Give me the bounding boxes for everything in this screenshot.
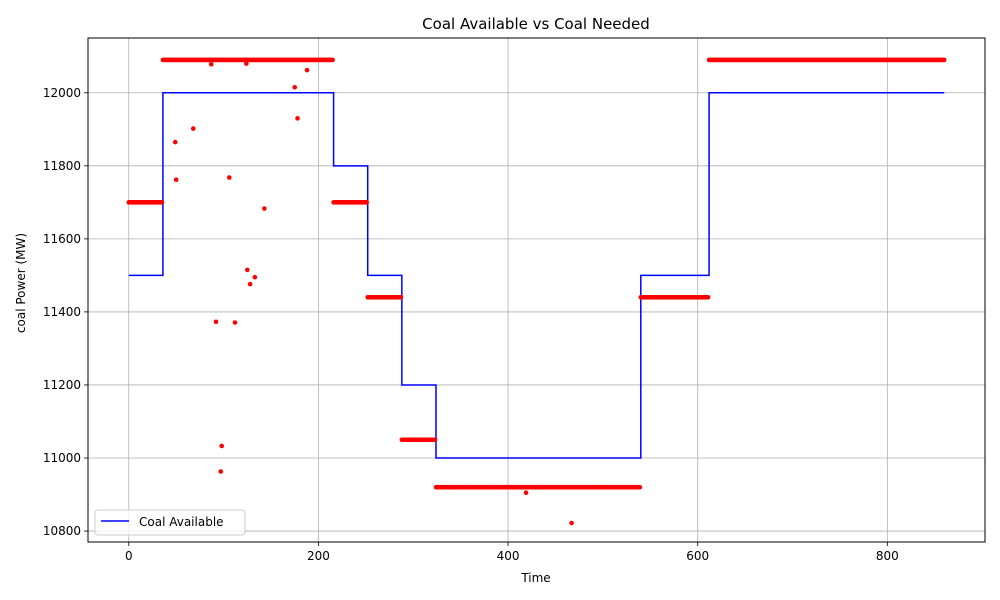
y-tick-label: 12000 [43, 86, 81, 100]
legend-label-coal-available: Coal Available [139, 515, 224, 529]
scatter-point [172, 139, 178, 145]
x-tick-label: 400 [497, 549, 520, 563]
scatter-point [173, 177, 179, 183]
scatter-point [398, 295, 404, 300]
y-axis-label: coal Power (MW) [14, 233, 28, 333]
scatter-point [262, 206, 267, 211]
legend: Coal Available [94, 509, 246, 536]
scatter-point [247, 281, 253, 287]
chart-title: Coal Available vs Coal Needed [422, 15, 650, 33]
series-line-coal-available [128, 92, 945, 459]
scatter-point [244, 61, 249, 66]
y-tick-label: 11800 [43, 159, 81, 173]
scatter-point [244, 267, 250, 273]
y-tick-label: 11600 [43, 232, 81, 246]
scatter-point [330, 57, 335, 63]
scatter-point [304, 67, 310, 73]
scatter-point [252, 274, 258, 280]
x-tick-label: 200 [307, 549, 330, 563]
grid [88, 38, 985, 542]
scatter-point [232, 320, 238, 325]
scatter-point [637, 484, 643, 490]
scatter-point [213, 319, 219, 325]
scatter-series [126, 57, 947, 526]
scatter-point [705, 295, 711, 300]
scatter-point [159, 200, 165, 205]
x-tick-label: 0 [125, 549, 133, 563]
scatter-point [295, 116, 300, 121]
x-tick-label: 600 [686, 549, 709, 563]
scatter-point [941, 57, 947, 63]
y-tick-label: 11200 [43, 378, 81, 392]
scatter-point [364, 200, 370, 205]
scatter-point [523, 490, 529, 495]
scatter-point [292, 85, 298, 90]
x-axis-label: Time [520, 571, 550, 585]
y-tick-label: 11000 [43, 451, 81, 465]
y-tick-label: 11400 [43, 305, 81, 319]
x-axis: 0 200 400 600 800 [125, 542, 899, 563]
scatter-point [218, 469, 224, 474]
x-tick-label: 800 [876, 549, 899, 563]
legend-box [94, 509, 246, 536]
scatter-point [226, 175, 232, 180]
scatter-point [208, 61, 214, 67]
y-tick-label: 10800 [43, 524, 81, 538]
y-axis: 10800 11000 11200 11400 11600 11800 12000 [43, 86, 88, 538]
scatter-point [432, 437, 438, 443]
plot-frame [87, 37, 986, 543]
scatter-point [219, 443, 224, 449]
scatter-point [569, 520, 574, 526]
plot-content [126, 57, 947, 526]
scatter-point [190, 126, 196, 131]
